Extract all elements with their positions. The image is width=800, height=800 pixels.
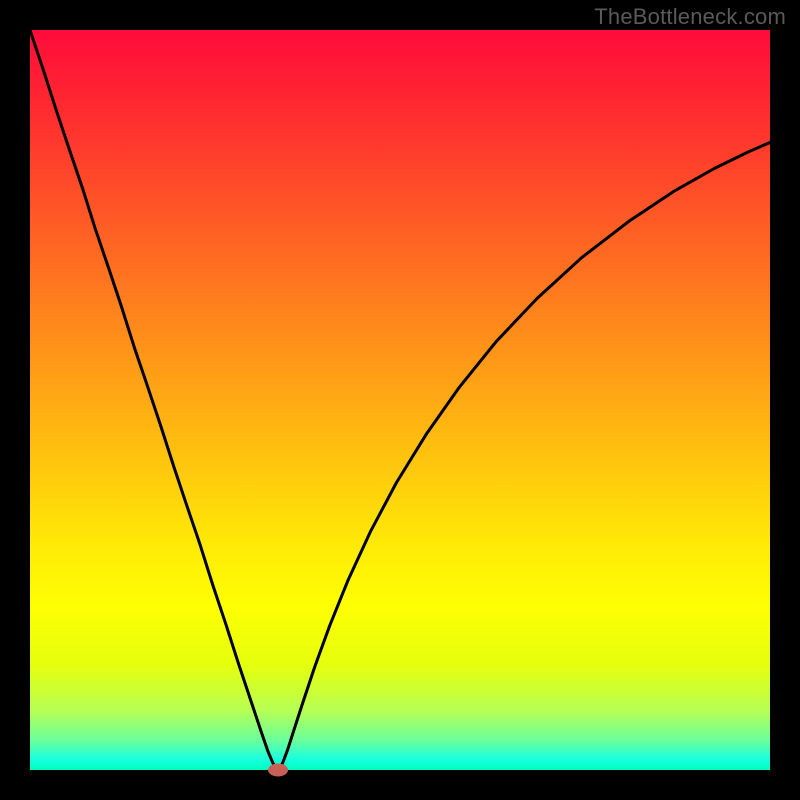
watermark-text: TheBottleneck.com xyxy=(594,4,786,30)
chart-plot-area xyxy=(30,30,770,770)
chart-curve xyxy=(30,30,770,770)
bottleneck-marker xyxy=(268,764,288,777)
